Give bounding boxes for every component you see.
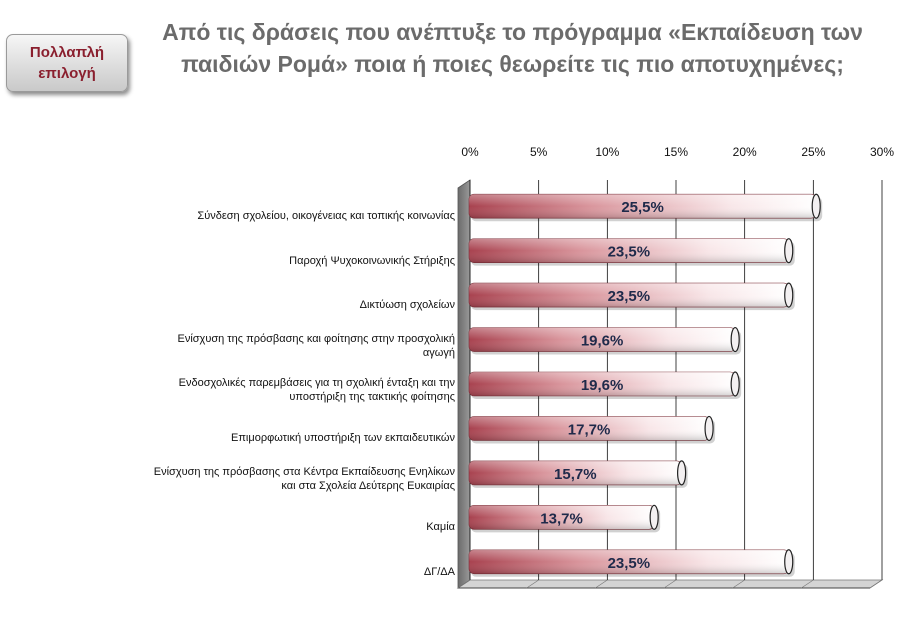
title-line-1: Από τις δράσεις που ανέπτυξε το πρόγραμμ… [162, 19, 863, 45]
bar-shading [469, 327, 736, 352]
category-label-line: υποστήριξη της τακτικής φοίτησης [289, 391, 455, 403]
category-label-line: Σύνδεση σχολείου, οικογένειας και τοπική… [197, 210, 455, 223]
chart-side-wall [457, 179, 471, 589]
x-tick-label: 10% [595, 145, 619, 159]
bar-value-label: 19,6% [581, 377, 624, 394]
x-tick-label: 5% [530, 145, 548, 159]
x-gridline-floor [663, 579, 677, 589]
bar-end-cap [784, 238, 794, 264]
bar-end-cap [649, 504, 659, 530]
bar-value-label: 13,7% [540, 510, 583, 527]
bar-value-label: 23,5% [608, 244, 651, 261]
x-tick-label: 15% [664, 145, 688, 159]
page-title: Από τις δράσεις που ανέπτυξε το πρόγραμμ… [145, 16, 880, 80]
x-gridline-floor [869, 579, 883, 589]
category-label: Παροχή Ψυχοκοινωνικής Στήριξης [115, 254, 455, 268]
category-label-line: αγωγή [422, 346, 455, 359]
bar-value-label: 25,5% [621, 199, 664, 216]
category-label: Σύνδεση σχολείου, οικογένειας και τοπική… [115, 209, 455, 223]
bar-value-label: 15,7% [554, 466, 597, 483]
bar-shading [469, 194, 817, 219]
category-label: Επιμορφωτική υποστήριξη των εκπαιδευτικώ… [115, 431, 455, 445]
bar-value-label: 19,6% [581, 333, 624, 350]
bar-shading [469, 238, 789, 263]
bar-end-cap [784, 282, 794, 308]
bar-shading [469, 283, 789, 308]
category-label-line: Καμία [426, 521, 455, 534]
x-tick-label: 30% [870, 145, 894, 159]
bar-shading [469, 460, 682, 485]
category-label-line: και στα Σχολεία Δεύτερης Ευκαιρίας [281, 479, 455, 492]
category-label-line: Δικτύωση σχολείων [359, 299, 455, 312]
category-label-line: ΔΓ/ΔΑ [423, 565, 455, 578]
bar-value-label: 23,5% [608, 288, 651, 305]
bar-shading [469, 372, 736, 396]
x-gridline-floor [526, 579, 539, 589]
bar-shading [469, 505, 655, 530]
bar-value-label: 17,7% [568, 421, 611, 438]
bar-shading [469, 416, 710, 441]
category-label-line: Ενδοσχολικές παρεμβάσεις για τη σχολική … [178, 377, 455, 389]
bar-end-cap [704, 415, 714, 442]
badge-line-1: Πολλαπλή [29, 44, 105, 61]
bar-end-cap [730, 326, 740, 353]
category-label-line: Ενίσχυση της πρόσβασης και φοίτησης στην… [177, 332, 455, 345]
category-label: Ενδοσχολικές παρεμβάσεις για τη σχολική … [115, 376, 455, 404]
x-tick-label: 0% [461, 145, 479, 159]
category-label: Καμία [115, 520, 455, 534]
category-label: ΔΓ/ΔΑ [115, 565, 455, 579]
x-tick-label: 25% [801, 145, 825, 159]
category-label: Ενίσχυση της πρόσβασης και φοίτησης στην… [115, 332, 455, 360]
category-label-line: Επιμορφωτική υποστήριξη των εκπαιδευτικώ… [231, 432, 455, 445]
bar-end-cap [811, 193, 821, 219]
bar-end-cap [784, 549, 794, 575]
x-gridline-floor [801, 579, 814, 589]
category-label-line: Παροχή Ψυχοκοινωνικής Στήριξης [289, 254, 455, 267]
bar-shading [469, 549, 789, 574]
category-label-line: Ενίσχυση της πρόσβασης στα Κέντρα Εκπαίδ… [153, 465, 455, 478]
x-gridline-floor [732, 579, 745, 589]
badge-line-2: επιλογή [38, 65, 96, 82]
multiple-choice-badge: Πολλαπλή επιλογή [6, 34, 128, 92]
bar-end-cap [730, 371, 740, 397]
category-label: Ενίσχυση της πρόσβασης στα Κέντρα Εκπαίδ… [115, 465, 455, 493]
bar-end-cap [677, 460, 687, 486]
x-gridline-floor [457, 579, 471, 589]
category-label: Δικτύωση σχολείων [115, 298, 455, 312]
x-tick-label: 20% [733, 145, 757, 159]
x-gridline-floor [595, 579, 608, 589]
bar-value-label: 23,5% [608, 555, 651, 572]
title-line-2: παιδιών Ρομά» ποια ή ποιες θεωρείτε τις … [181, 51, 844, 77]
